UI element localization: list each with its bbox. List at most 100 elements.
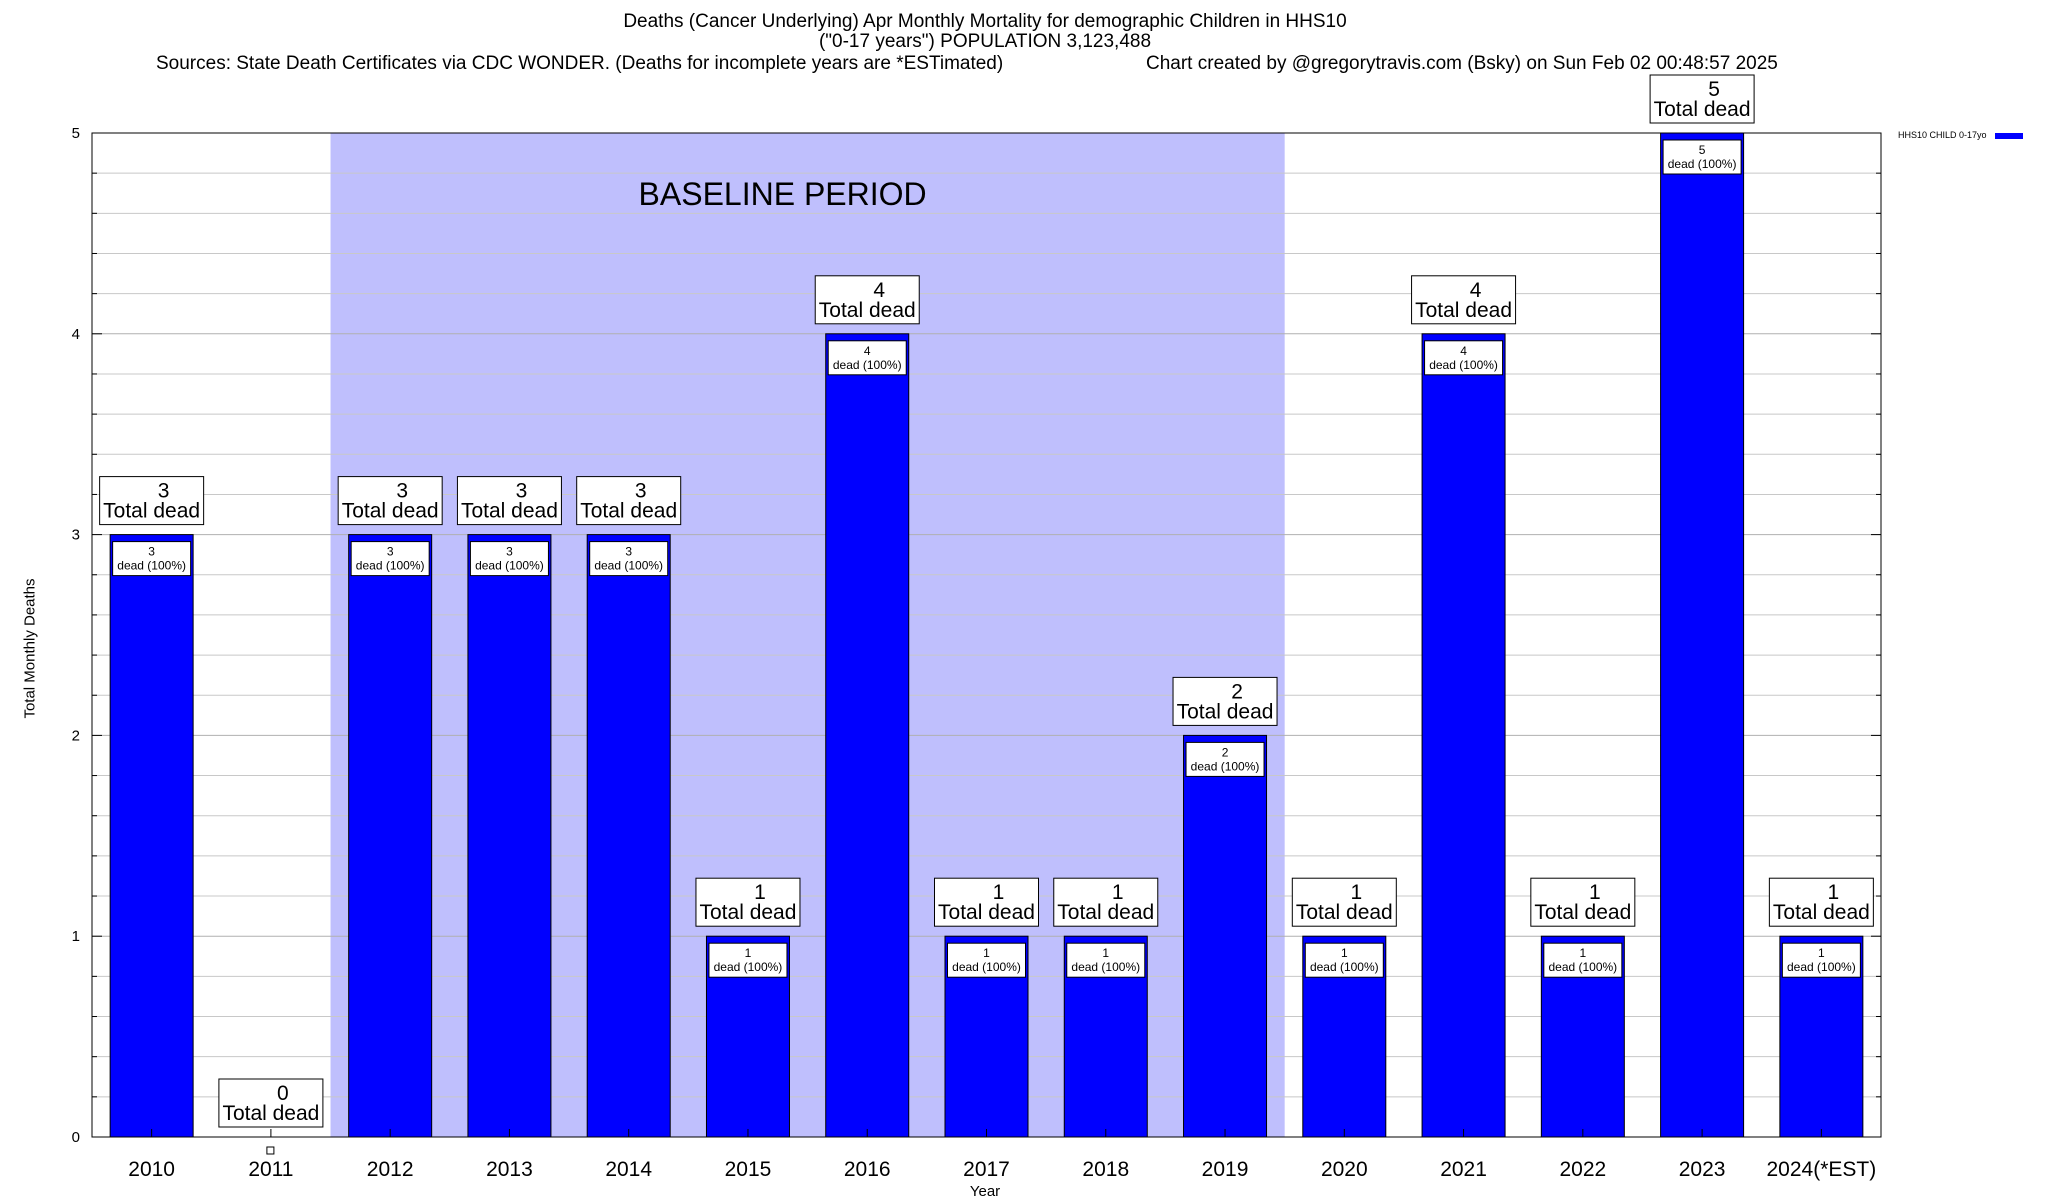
x-tick-label: 2011 [248, 1158, 293, 1181]
total-label: Total dead [461, 500, 558, 523]
bar [348, 534, 433, 1138]
total-value: 1 [1112, 881, 1124, 904]
bar-inner-label-box [947, 942, 1026, 978]
bar-inner-label-box [589, 541, 669, 577]
bar [586, 534, 671, 1138]
total-label-box [576, 476, 682, 526]
bar [467, 534, 552, 1138]
total-label: Total dead [342, 500, 439, 523]
total-value: 1 [1589, 881, 1601, 904]
x-tick-label: 2013 [486, 1158, 533, 1181]
bar-inner-label: dead (100%) [952, 960, 1021, 974]
total-label: Total dead [1177, 700, 1274, 723]
bar-inner-label-box [1304, 942, 1384, 978]
bar-inner-label-box [350, 541, 430, 577]
title-credit: Chart created by @gregorytravis.com (Bsk… [1146, 53, 1778, 74]
total-label-box [1768, 877, 1874, 927]
x-axis-label: Year [969, 1183, 1001, 1200]
bar-inner-label-box [708, 942, 788, 978]
bar-inner-label: dead (100%) [1668, 157, 1737, 171]
total-label: Total dead [1773, 901, 1870, 924]
bar [1183, 734, 1268, 1138]
x-tick-label: 2015 [725, 1158, 772, 1181]
bar-inner-label: dead (100%) [1071, 960, 1140, 974]
bar-inner-label: dead (100%) [1787, 960, 1856, 974]
bar-inner-value: 1 [745, 946, 752, 960]
x-tick-label: 2021 [1440, 1158, 1487, 1181]
total-label-box [1053, 877, 1159, 927]
total-label-box [1172, 676, 1278, 726]
total-label: Total dead [1534, 901, 1631, 924]
y-tick-label: 3 [72, 527, 80, 544]
plot-frame [91, 132, 1882, 1138]
legend-label: HHS10 CHILD 0-17yo [1898, 130, 1987, 140]
bar-inner-value: 1 [1579, 946, 1586, 960]
bar-inner-value: 2 [1222, 745, 1229, 759]
y-tick-label: 0 [72, 1129, 80, 1146]
bar-inner-label: dead (100%) [356, 559, 425, 573]
bar-inner-value: 1 [1341, 946, 1348, 960]
bar-inner-label: dead (100%) [1191, 759, 1260, 773]
total-label-box [218, 1078, 324, 1128]
total-value: 1 [1828, 881, 1840, 904]
total-label-box [1411, 275, 1517, 325]
total-value: 1 [754, 881, 766, 904]
bar-inner-value: 4 [1460, 344, 1467, 358]
bar-inner-label: dead (100%) [1429, 358, 1498, 372]
bar-inner-label: dead (100%) [475, 559, 544, 573]
title-line-2: ("0-17 years") POPULATION 3,123,488 [818, 31, 1152, 52]
chart-title: Deaths (Cancer Underlying) Apr Monthly M… [0, 12, 1970, 52]
total-label-box [814, 275, 920, 325]
bar-inner-label-box [469, 541, 549, 577]
bar-inner-value: 3 [506, 545, 513, 559]
bar [825, 333, 910, 1138]
total-label-box [1649, 74, 1755, 124]
total-label: Total dead [1296, 901, 1393, 924]
total-label: Total dead [222, 1102, 319, 1125]
x-tick-label: 2014 [605, 1158, 652, 1181]
bar-inner-value: 1 [1818, 946, 1825, 960]
total-label-box [337, 476, 443, 526]
x-tick-label: 2022 [1559, 1158, 1606, 1181]
total-label-box [1291, 877, 1397, 927]
zero-marker [266, 1146, 275, 1155]
total-value: 3 [516, 480, 528, 503]
bar-inner-label: dead (100%) [714, 960, 783, 974]
total-label: Total dead [819, 299, 916, 322]
legend-swatch [1994, 132, 2023, 139]
total-label: Total dead [938, 901, 1035, 924]
total-value: 3 [396, 480, 408, 503]
y-tick-label: 2 [72, 727, 80, 744]
total-label: Total dead [1654, 98, 1751, 121]
x-tick-label: 2018 [1082, 1158, 1129, 1181]
total-value: 1 [1350, 881, 1362, 904]
bar-inner-label-box [1066, 942, 1146, 978]
total-value: 4 [1470, 279, 1482, 302]
x-tick-label: 2010 [128, 1158, 175, 1181]
bar-inner-label: dead (100%) [1310, 960, 1379, 974]
bar-inner-value: 1 [983, 946, 990, 960]
total-label: Total dead [700, 901, 797, 924]
bar-inner-label-box [112, 541, 192, 577]
bar [1660, 132, 1745, 1138]
x-tick-label: 2023 [1679, 1158, 1726, 1181]
y-tick-label: 5 [72, 125, 80, 142]
x-tick-label: 2020 [1321, 1158, 1368, 1181]
x-tick-label: 2019 [1202, 1158, 1249, 1181]
total-value: 1 [993, 881, 1005, 904]
total-label-box [456, 476, 562, 526]
total-label: Total dead [580, 500, 677, 523]
bar-inner-value: 4 [864, 344, 871, 358]
bar-inner-label: dead (100%) [833, 358, 902, 372]
bar-inner-label: dead (100%) [1548, 960, 1617, 974]
total-label-box [1530, 877, 1636, 927]
baseline-period-label: BASELINE PERIOD [639, 176, 927, 212]
total-value: 3 [635, 480, 647, 503]
bar [1421, 333, 1506, 1138]
bar-inner-label-box [1662, 139, 1742, 175]
total-label: Total dead [1415, 299, 1512, 322]
bar-inner-label: dead (100%) [594, 559, 663, 573]
total-label: Total dead [103, 500, 200, 523]
bar-inner-value: 3 [387, 545, 394, 559]
